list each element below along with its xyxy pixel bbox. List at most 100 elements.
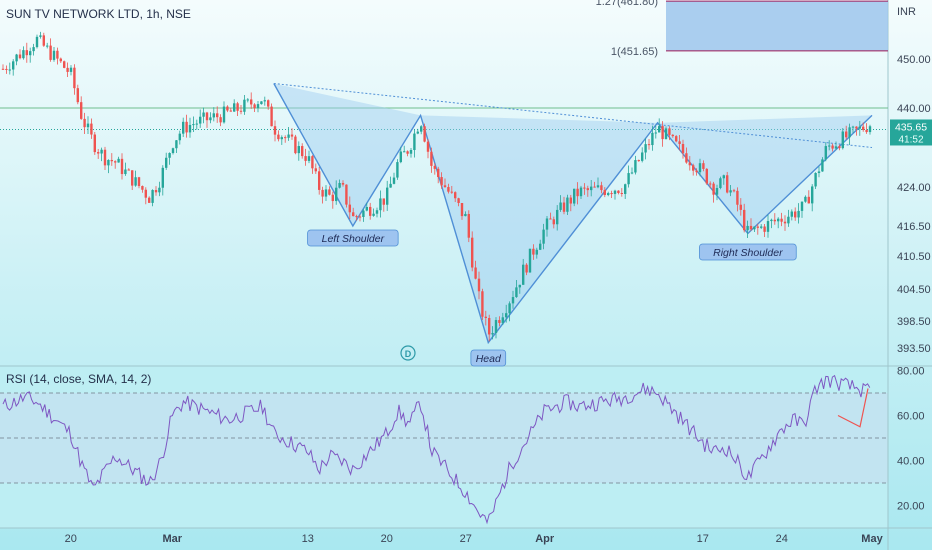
candle-body: [29, 51, 32, 56]
candle-body: [590, 186, 593, 191]
dividend-marker: [400, 345, 416, 361]
candle-body: [39, 35, 42, 37]
candle-body: [103, 149, 107, 166]
candle-body: [491, 332, 494, 335]
currency-label: INR: [897, 6, 916, 18]
right-shoulder-label: Right Shoulder: [713, 247, 783, 259]
candle-body: [216, 113, 219, 118]
candle-body: [668, 128, 671, 135]
candle-body: [746, 225, 749, 231]
candle-body: [406, 151, 409, 154]
candle-body: [845, 131, 848, 138]
candle-body: [386, 187, 389, 205]
candle-body: [695, 170, 698, 173]
candle-body: [5, 68, 8, 70]
candle-body: [1, 68, 5, 70]
candle-body: [358, 216, 362, 218]
candle-body: [593, 186, 596, 188]
candle-body: [596, 185, 600, 188]
candle-body: [753, 226, 756, 230]
candle-body: [739, 204, 742, 210]
candle-body: [807, 196, 810, 204]
candle-body: [199, 116, 202, 124]
left-shoulder-area: [273, 83, 421, 226]
candle-body: [443, 185, 447, 188]
candle-body: [522, 264, 525, 285]
candle-body: [120, 158, 124, 175]
candle-body: [311, 156, 314, 169]
candle-body: [437, 168, 440, 178]
candle-body: [702, 163, 705, 169]
candle-body: [794, 211, 797, 218]
candle-body: [868, 126, 872, 133]
candle-body: [52, 50, 56, 60]
candle-body: [66, 67, 69, 72]
fib-label: 1.27(461.80): [596, 0, 658, 8]
candle-body: [722, 175, 725, 179]
candle-body: [811, 186, 814, 204]
candle-body: [287, 134, 290, 138]
candle-body: [600, 185, 603, 191]
candle-body: [790, 211, 793, 217]
candle-body: [131, 170, 134, 186]
candle-body: [624, 184, 627, 194]
candle-body: [780, 218, 783, 222]
candle-body: [100, 149, 103, 154]
left-shoulder-label-box: [307, 229, 399, 247]
candle-body: [586, 188, 589, 191]
candle-body: [834, 146, 838, 149]
candle-body: [284, 137, 287, 139]
candle-body: [508, 303, 511, 314]
time-tick: Apr: [535, 533, 555, 545]
candle-body: [457, 198, 460, 203]
time-tick: May: [861, 533, 883, 545]
candle-body: [447, 187, 450, 192]
left-shoulder-label: Left Shoulder: [322, 233, 385, 245]
candle-body: [634, 160, 637, 173]
candle-body: [630, 172, 634, 174]
time-tick: 20: [381, 533, 393, 545]
candle-body: [69, 67, 73, 72]
candle-body: [464, 213, 467, 217]
candle-body: [610, 193, 613, 195]
fib-extension: 1.27(461.80) 1(451.65): [0, 0, 888, 130]
candle-body: [549, 218, 552, 220]
candle-body: [49, 45, 52, 60]
candle-body: [743, 209, 746, 231]
candle-body: [141, 186, 144, 190]
candle-body: [709, 183, 712, 185]
candle-body: [583, 187, 586, 189]
candle-body: [188, 124, 192, 133]
candle-body: [862, 126, 865, 130]
candle-body: [426, 141, 430, 152]
candle-body: [185, 121, 188, 133]
candle-body: [314, 168, 317, 172]
candle-body: [756, 226, 759, 228]
candle-body: [855, 126, 858, 129]
candle-body: [256, 104, 260, 109]
candle-body: [171, 148, 175, 154]
candle-body: [641, 152, 644, 161]
candle-body: [107, 159, 110, 166]
candle-body: [25, 50, 28, 56]
candle-body: [375, 210, 379, 214]
candle-body: [552, 219, 555, 225]
candle-body: [90, 123, 93, 135]
candle-body: [848, 127, 851, 138]
candle-body: [12, 61, 15, 70]
candle-body: [290, 134, 294, 137]
candle-body: [114, 161, 117, 163]
candle-body: [766, 221, 770, 232]
price-tick: 410.50: [897, 251, 931, 263]
rsi-tick: 40.00: [897, 456, 925, 468]
candle-body: [838, 146, 841, 149]
candle-body: [260, 101, 263, 105]
candle-body: [678, 141, 681, 144]
candle-body: [392, 177, 396, 184]
candle-body: [304, 156, 307, 161]
candle-body: [515, 287, 518, 298]
candle-body: [627, 173, 630, 185]
